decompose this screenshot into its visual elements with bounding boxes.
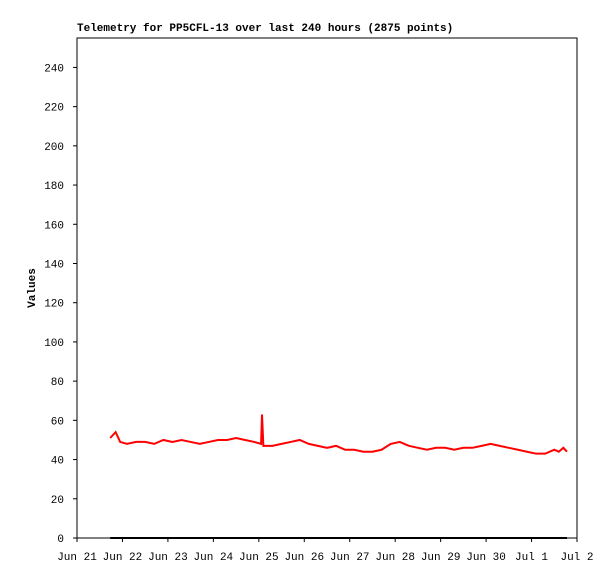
x-tick-label: Jun 28 bbox=[375, 552, 415, 564]
y-tick-label: 60 bbox=[51, 416, 64, 428]
y-tick-label: 180 bbox=[44, 181, 64, 193]
x-tick-label: Jun 27 bbox=[330, 552, 370, 564]
x-tick-label: Jun 21 bbox=[57, 552, 97, 564]
y-tick-label: 200 bbox=[44, 142, 64, 154]
y-tick-label: 140 bbox=[44, 259, 64, 271]
y-tick-label: 160 bbox=[44, 220, 64, 232]
y-axis-label: Values bbox=[27, 268, 39, 308]
x-tick-label: Jun 30 bbox=[466, 552, 506, 564]
y-tick-label: 100 bbox=[44, 338, 64, 350]
x-tick-label: Jun 25 bbox=[239, 552, 279, 564]
y-tick-label: 20 bbox=[51, 495, 64, 507]
y-tick-label: 240 bbox=[44, 63, 64, 75]
y-tick-label: 0 bbox=[57, 534, 64, 546]
x-tick-label: Jul 1 bbox=[515, 552, 548, 564]
x-tick-label: Jun 26 bbox=[284, 552, 324, 564]
chart-title: Telemetry for PP5CFL-13 over last 240 ho… bbox=[77, 23, 453, 35]
x-tick-label: Jun 24 bbox=[194, 552, 234, 564]
x-tick-label: Jul 2 bbox=[560, 552, 593, 564]
series-line bbox=[109, 414, 568, 455]
x-tick-label: Jun 23 bbox=[148, 552, 188, 564]
x-tick-label: Jun 29 bbox=[421, 552, 461, 564]
y-tick-label: 80 bbox=[51, 377, 64, 389]
plot-frame bbox=[76, 37, 578, 539]
y-tick-label: 220 bbox=[44, 103, 64, 115]
x-tick-label: Jun 22 bbox=[103, 552, 143, 564]
y-tick-label: 120 bbox=[44, 299, 64, 311]
y-tick-label: 40 bbox=[51, 456, 64, 468]
